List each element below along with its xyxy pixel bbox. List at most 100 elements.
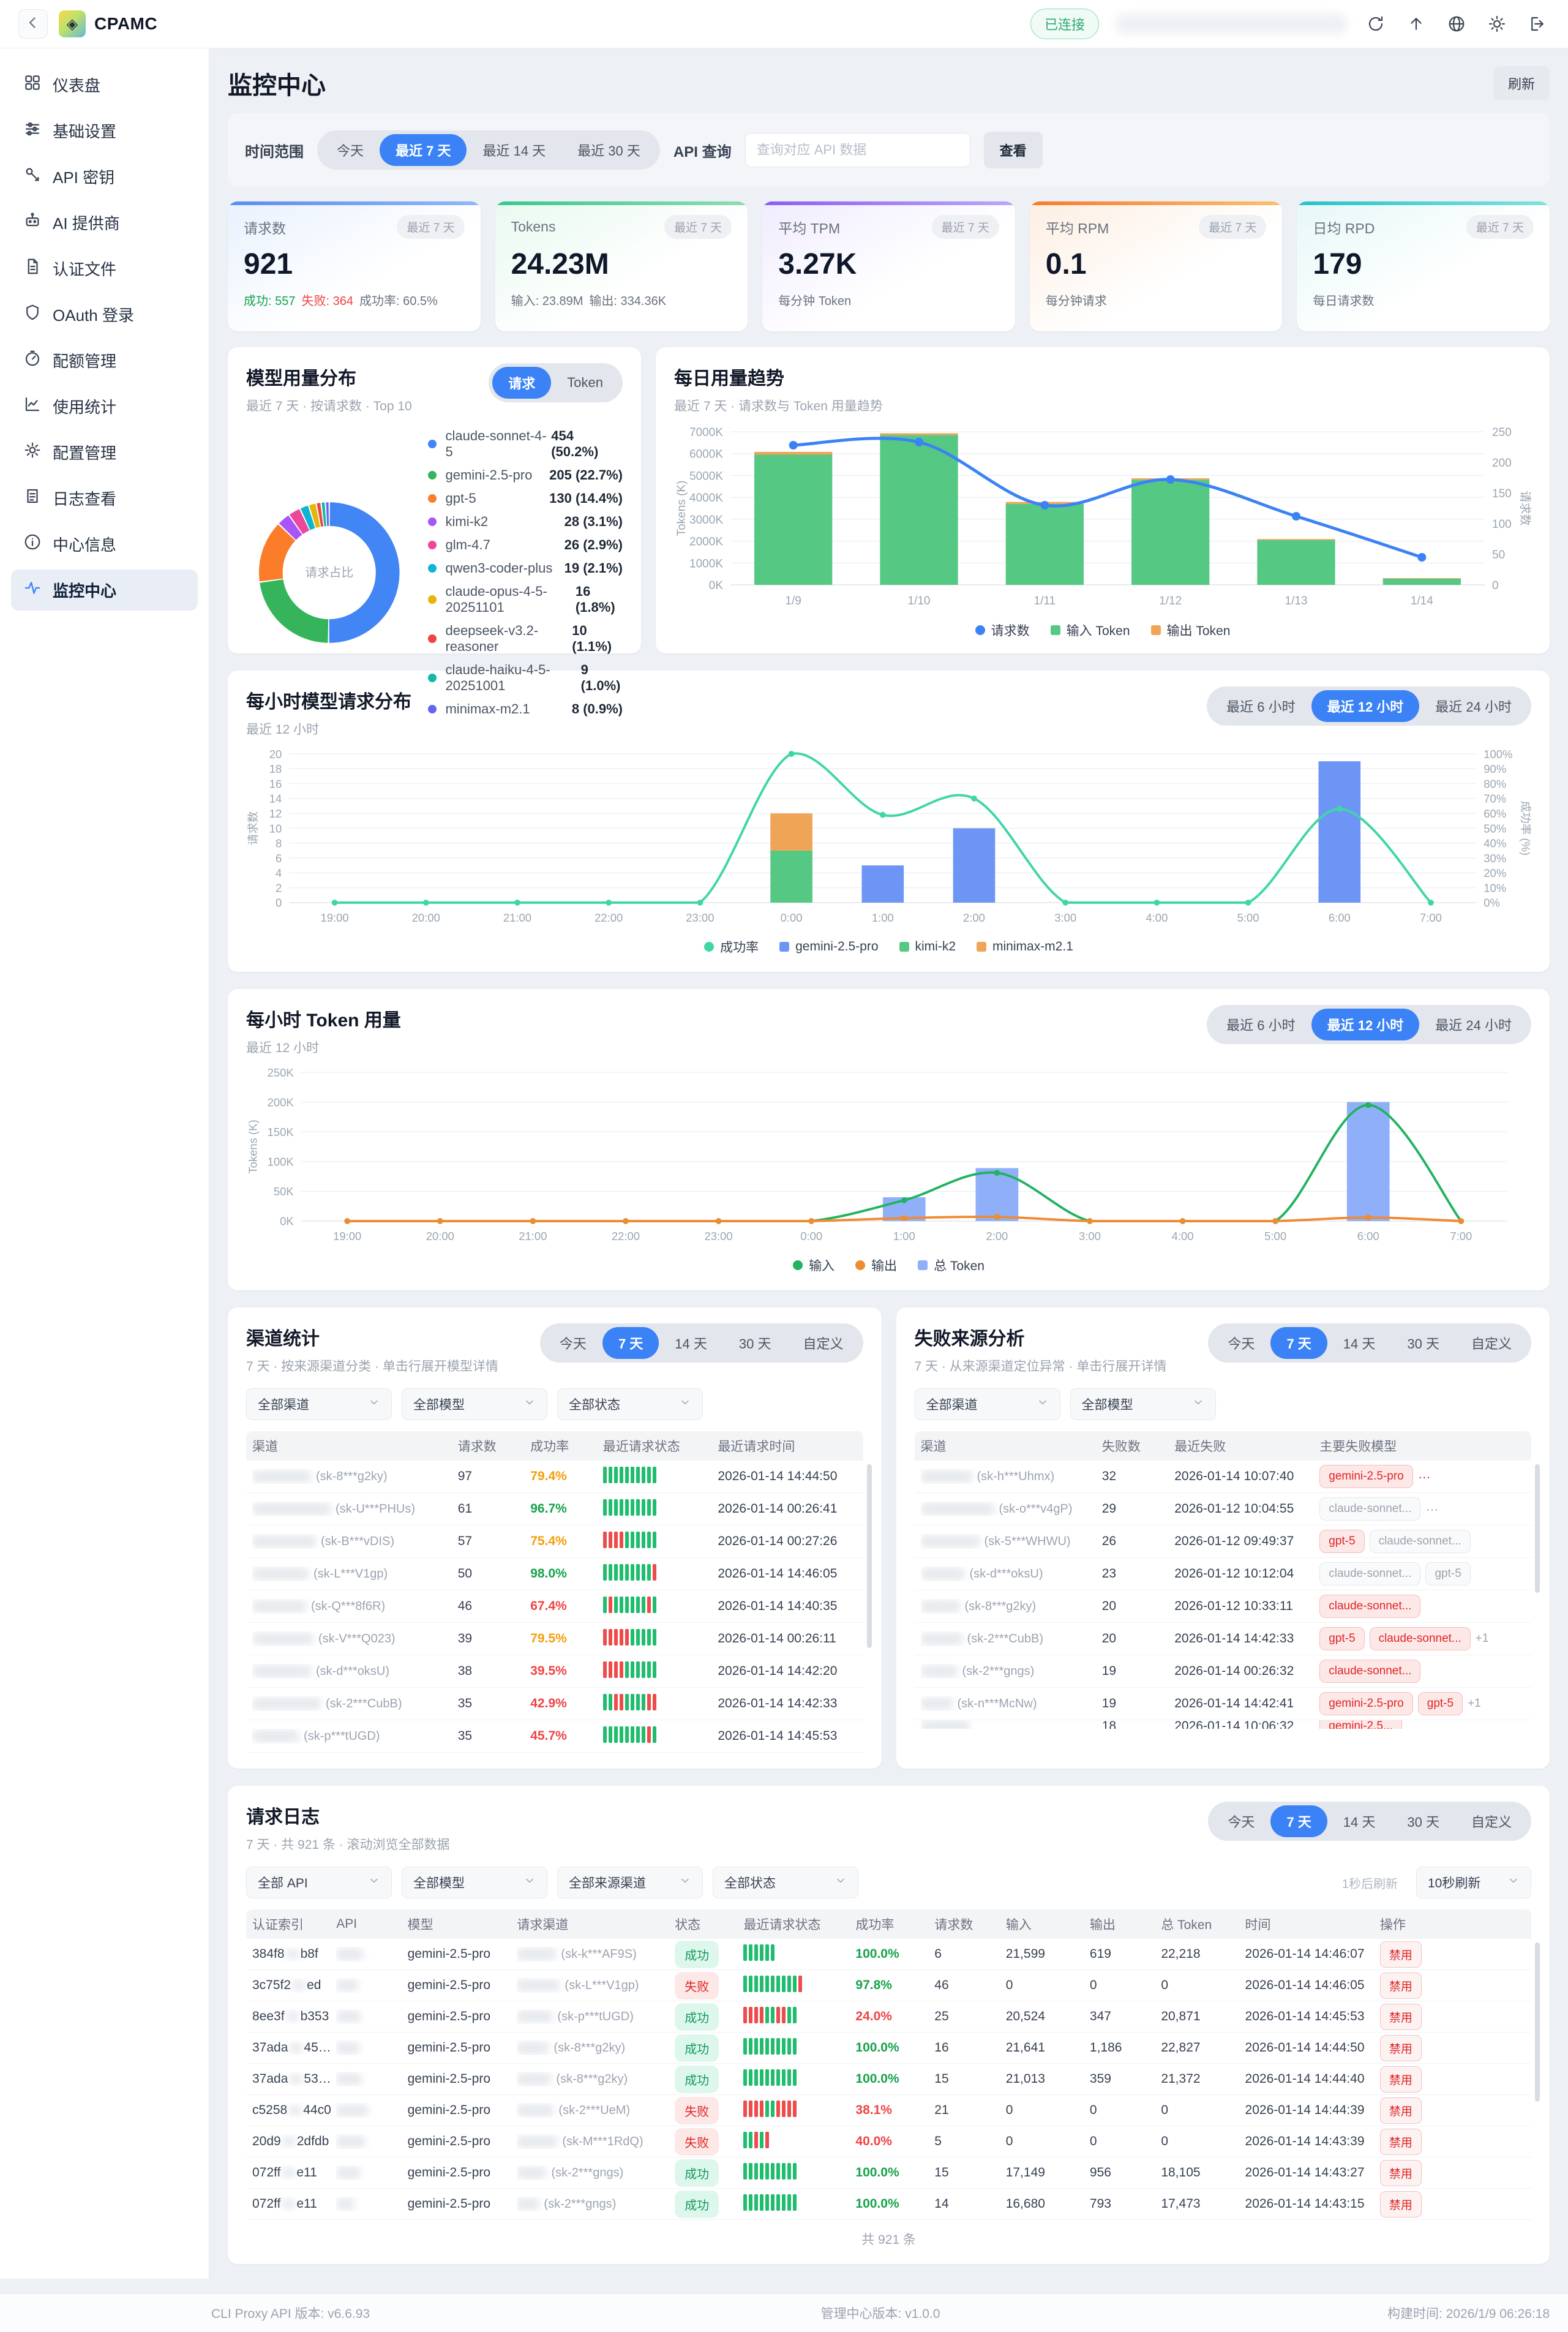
- legend-entry[interactable]: 输入: [793, 1256, 835, 1274]
- view-button[interactable]: 查看: [983, 132, 1043, 168]
- log-filter-select[interactable]: 全部状态: [713, 1867, 858, 1898]
- channel-table-scrollbar[interactable]: [866, 1464, 872, 1648]
- failure-filter-select[interactable]: 全部模型: [1070, 1388, 1216, 1420]
- disable-button[interactable]: 禁用: [1379, 2159, 1422, 2186]
- sidebar-item-dashboard[interactable]: 仪表盘: [11, 64, 198, 105]
- failure-table-row[interactable]: (sk-h***Uhmx) 32 2026-01-14 10:07:40 gemini…: [914, 1461, 1531, 1493]
- htok-range-最近 6 小时[interactable]: 最近 6 小时: [1226, 1018, 1296, 1033]
- channel-table-row[interactable]: (sk-2***CubB) 35 42.9% 2026-01-14 14:42:33: [246, 1688, 863, 1720]
- failure-table-row[interactable]: (sk-2***gngs) 19 2026-01-14 00:26:32 claude…: [914, 1655, 1531, 1688]
- fail-range-14 天[interactable]: 14 天: [1343, 1336, 1376, 1352]
- api-query-input[interactable]: [745, 133, 970, 167]
- sidebar-item-activity[interactable]: 监控中心: [11, 570, 198, 611]
- chan-range-7 天[interactable]: 7 天: [602, 1327, 659, 1359]
- fail-range-自定义[interactable]: 自定义: [1471, 1336, 1512, 1352]
- disable-button[interactable]: 禁用: [1379, 2003, 1422, 2030]
- refresh-icon[interactable]: [1364, 12, 1388, 36]
- failure-table-row[interactable]: 18 2026-01-14 10:06:32 gemini-2.5...: [915, 1720, 1532, 1729]
- upload-icon[interactable]: [1404, 12, 1428, 36]
- channel-table-row[interactable]: (sk-B***vDIS) 57 75.4% 2026-01-14 00:27:26: [246, 1525, 863, 1558]
- model-legend-item[interactable]: claude-haiku-4-5-20251001 9 (1.0%): [428, 658, 623, 698]
- chan-range-14 天[interactable]: 14 天: [675, 1336, 707, 1352]
- failure-table-row[interactable]: (sk-5***WHWU) 26 2026-01-12 09:49:37 gpt-5 c…: [914, 1525, 1531, 1558]
- disable-button[interactable]: 禁用: [1379, 2034, 1422, 2061]
- log-range-自定义[interactable]: 自定义: [1471, 1815, 1512, 1830]
- sidebar-item-stats[interactable]: 使用统计: [11, 386, 198, 427]
- chan-range-30 天[interactable]: 30 天: [738, 1336, 771, 1352]
- theme-sun-icon[interactable]: [1485, 12, 1509, 36]
- hreq-range-最近 6 小时[interactable]: 最近 6 小时: [1226, 699, 1296, 715]
- disable-button[interactable]: 禁用: [1379, 1972, 1422, 1999]
- channel-table-row[interactable]: (sk-Q***8f6R) 46 67.4% 2026-01-14 14:40:35: [246, 1590, 863, 1623]
- model-legend-item[interactable]: glm-4.7 26 (2.9%): [428, 533, 623, 557]
- failure-table-row[interactable]: (sk-n***McNw) 19 2026-01-14 14:42:41 gemini…: [914, 1688, 1531, 1720]
- log-range-今天[interactable]: 今天: [1228, 1815, 1255, 1830]
- channel-table-row[interactable]: (sk-p***tUGD) 35 45.7% 2026-01-14 14:45:53: [246, 1720, 863, 1753]
- sidebar-item-robot[interactable]: AI 提供商: [11, 202, 198, 243]
- disable-button[interactable]: 禁用: [1379, 2191, 1422, 2217]
- dist-toggle-Token[interactable]: Token: [567, 375, 603, 390]
- htok-range-最近 12 小时[interactable]: 最近 12 小时: [1311, 1009, 1420, 1040]
- sidebar-item-shield[interactable]: OAuth 登录: [11, 294, 198, 335]
- legend-entry[interactable]: minimax-m2.1: [977, 939, 1073, 954]
- model-legend-item[interactable]: minimax-m2.1 8 (0.9%): [428, 698, 623, 721]
- legend-entry[interactable]: 成功率: [704, 938, 759, 956]
- fail-range-今天[interactable]: 今天: [1228, 1336, 1255, 1352]
- disable-button[interactable]: 禁用: [1379, 2066, 1422, 2093]
- channel-filter-select[interactable]: 全部状态: [557, 1388, 703, 1420]
- fail-range-7 天[interactable]: 7 天: [1270, 1327, 1327, 1359]
- dist-toggle-请求[interactable]: 请求: [492, 367, 552, 399]
- failure-table-row[interactable]: (sk-d***oksU) 23 2026-01-12 10:12:04 claude…: [914, 1558, 1531, 1590]
- log-range-14 天[interactable]: 14 天: [1343, 1815, 1376, 1830]
- log-range-7 天[interactable]: 7 天: [1270, 1805, 1327, 1837]
- hreq-range-最近 12 小时[interactable]: 最近 12 小时: [1311, 690, 1420, 722]
- chan-range-今天[interactable]: 今天: [559, 1336, 587, 1352]
- time-range-今天[interactable]: 今天: [337, 143, 364, 159]
- failure-table-row[interactable]: (sk-8***g2ky) 20 2026-01-12 10:33:11 claude…: [914, 1590, 1531, 1623]
- failure-table-scrollbar[interactable]: [1535, 1464, 1540, 1593]
- time-range-最近 30 天[interactable]: 最近 30 天: [577, 143, 640, 159]
- channel-filter-select[interactable]: 全部模型: [402, 1388, 547, 1420]
- time-range-最近 14 天[interactable]: 最近 14 天: [482, 143, 546, 159]
- failure-table-row[interactable]: (sk-o***v4gP) 29 2026-01-12 10:04:55 claude…: [914, 1493, 1531, 1525]
- disable-button[interactable]: 禁用: [1379, 1941, 1422, 1968]
- channel-filter-select[interactable]: 全部渠道: [246, 1388, 392, 1420]
- channel-table-row[interactable]: (sk-d***oksU) 38 39.5% 2026-01-14 14:42:20: [246, 1655, 863, 1688]
- log-range-30 天[interactable]: 30 天: [1407, 1815, 1439, 1830]
- failure-table-row[interactable]: (sk-2***CubB) 20 2026-01-14 14:42:33 gpt-5 c…: [914, 1623, 1531, 1655]
- fail-range-30 天[interactable]: 30 天: [1407, 1336, 1439, 1352]
- model-legend-item[interactable]: kimi-k2 28 (3.1%): [428, 510, 623, 533]
- log-filter-select[interactable]: 全部来源渠道: [557, 1867, 703, 1898]
- model-legend-item[interactable]: gemini-2.5-pro 205 (22.7%): [428, 464, 623, 487]
- model-legend-item[interactable]: qwen3-coder-plus 19 (2.1%): [428, 557, 623, 580]
- legend-entry[interactable]: kimi-k2: [899, 939, 956, 954]
- legend-entry[interactable]: 输出: [855, 1256, 897, 1274]
- legend-entry[interactable]: 请求数: [975, 621, 1030, 639]
- sidebar-item-sliders[interactable]: 基础设置: [11, 110, 198, 151]
- disable-button[interactable]: 禁用: [1379, 2128, 1422, 2155]
- sidebar-item-gauge[interactable]: 配额管理: [11, 340, 198, 381]
- sidebar-item-logs[interactable]: 日志查看: [11, 478, 198, 519]
- log-filter-select[interactable]: 全部 API: [246, 1867, 392, 1898]
- sidebar-item-gear[interactable]: 配置管理: [11, 432, 198, 473]
- channel-table-row[interactable]: (sk-L***V1gp) 50 98.0% 2026-01-14 14:46:05: [246, 1558, 863, 1590]
- log-table-scrollbar[interactable]: [1535, 1943, 1540, 2102]
- sidebar-collapse-button[interactable]: [18, 9, 48, 39]
- model-legend-item[interactable]: claude-opus-4-5-20251101 16 (1.8%): [428, 580, 623, 619]
- disable-button[interactable]: 禁用: [1379, 2097, 1422, 2124]
- model-legend-item[interactable]: claude-sonnet-4-5 454 (50.2%): [428, 424, 623, 464]
- legend-entry[interactable]: gemini-2.5-pro: [779, 939, 879, 954]
- sidebar-item-key[interactable]: API 密钥: [11, 156, 198, 197]
- sidebar-item-info[interactable]: 中心信息: [11, 524, 198, 565]
- hreq-range-最近 24 小时[interactable]: 最近 24 小时: [1435, 699, 1512, 715]
- legend-entry[interactable]: 输入 Token: [1050, 621, 1130, 639]
- refresh-button[interactable]: 刷新: [1493, 66, 1550, 100]
- channel-table-row[interactable]: (sk-U***PHUs) 61 96.7% 2026-01-14 00:26:41: [246, 1493, 863, 1525]
- refresh-interval-select[interactable]: 10秒刷新: [1416, 1867, 1531, 1898]
- model-legend-item[interactable]: gpt-5 130 (14.4%): [428, 487, 623, 510]
- logout-icon[interactable]: [1525, 12, 1550, 36]
- legend-entry[interactable]: 总 Token: [918, 1256, 985, 1274]
- channel-table-row[interactable]: (sk-8***g2ky) 97 79.4% 2026-01-14 14:44:50: [246, 1461, 863, 1493]
- chan-range-自定义[interactable]: 自定义: [803, 1336, 844, 1352]
- time-range-最近 7 天[interactable]: 最近 7 天: [380, 134, 467, 166]
